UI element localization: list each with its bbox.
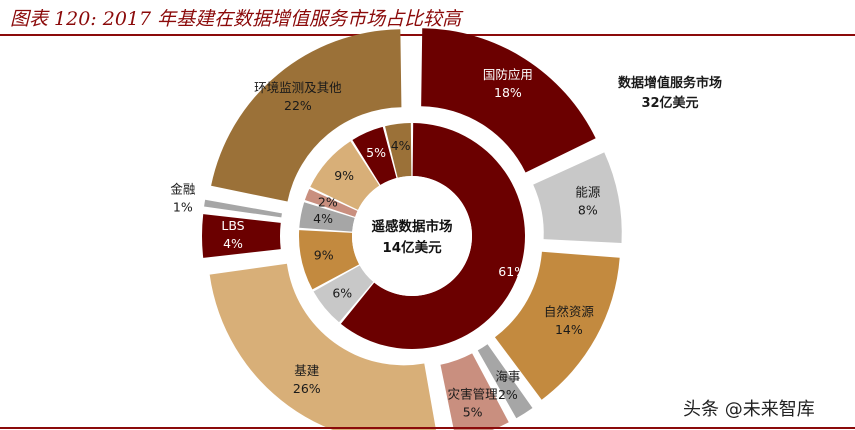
outer-slice-value-7: 1% [173, 200, 193, 215]
outer-slice-label-1: 能源 [575, 184, 601, 199]
outer-slice-0 [421, 28, 596, 173]
outer-slice-value-8: 22% [284, 98, 312, 113]
outer-slice-value-4: 5% [463, 404, 483, 419]
inner-slice-7 [385, 123, 412, 178]
outer-slice-value-3: 2% [498, 387, 518, 402]
outer-slice-7 [204, 199, 282, 218]
center-hole [352, 176, 472, 296]
inner-slice-value-3: 4% [313, 211, 333, 226]
inner-slice-6 [352, 126, 397, 186]
inner-caption-line2: 14亿美元 [382, 239, 442, 256]
outer-slice-label-4: 灾害管理 [448, 386, 499, 401]
inner-slice-1 [313, 265, 374, 323]
bottom-divider [0, 427, 855, 429]
outer-slice-label-2: 自然资源 [544, 304, 595, 319]
outer-slice-2 [494, 251, 620, 400]
outer-slice-label-6: LBS [221, 218, 244, 233]
inner-slice-value-4: 2% [318, 195, 338, 210]
outer-caption-line2: 32亿美元 [641, 96, 699, 111]
outer-slice-label-5: 基建 [294, 363, 320, 378]
outer-slice-value-5: 26% [293, 381, 321, 396]
inner-slice-value-0: 61% [498, 264, 526, 279]
outer-slice-value-1: 8% [578, 202, 598, 217]
inner-ring: 61%6%9%4%2%9%5% 4% [299, 123, 526, 350]
outer-caption: 数据增值服务市场 32亿美元 [590, 74, 750, 114]
inner-slice-2 [299, 230, 360, 290]
outer-slice-value-0: 18% [494, 85, 522, 100]
outer-slice-4 [440, 353, 509, 430]
outer-slice-6 [201, 214, 281, 258]
inner-slice-4 [304, 188, 358, 217]
inner-slice-value-6: 5% [366, 145, 386, 160]
outer-slice-label-3: 海事 [495, 369, 520, 384]
watermark: 头条 @未来智库 [683, 399, 815, 420]
outer-slice-value-6: 4% [223, 236, 243, 251]
inner-slice-value-5: 9% [334, 168, 354, 183]
inner-slice-value-1: 6% [332, 286, 352, 301]
outer-slice-5 [209, 263, 436, 430]
outer-ring: 国防应用18%能源8%自然资源14%海事2%灾害管理5%基建26%LBS4%金融… [170, 28, 622, 430]
outer-slice-value-2: 14% [555, 322, 583, 337]
inner-slice-0 [340, 123, 526, 350]
outer-slice-8 [211, 29, 402, 202]
outer-caption-line1: 数据增值服务市场 [617, 76, 722, 91]
inner-slice-value-2: 9% [314, 248, 334, 263]
inner-slice-3 [299, 202, 355, 232]
inner-slice-value-7: 4% [391, 138, 411, 153]
outer-slice-1 [533, 152, 622, 243]
chart-title: 图表 120: 2017 年基建在数据增值服务市场占比较高 [10, 8, 462, 30]
outer-slice-label-0: 国防应用 [483, 67, 533, 82]
inner-slice-5 [310, 141, 380, 210]
outer-slice-label-7: 金融 [170, 182, 196, 197]
outer-slice-3 [477, 344, 533, 419]
outer-slice-label-8: 环境监测及其他 [254, 80, 342, 95]
inner-caption-line1: 遥感数据市场 [372, 218, 453, 235]
